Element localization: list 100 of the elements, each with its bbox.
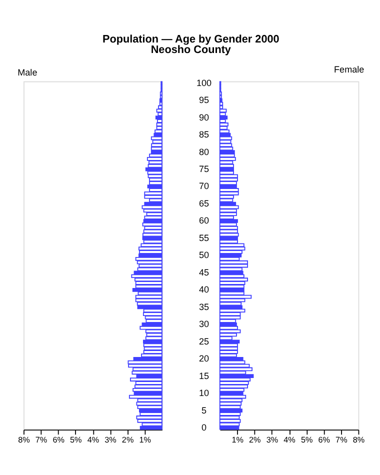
bar [137, 405, 162, 410]
bar [219, 326, 238, 330]
bar [145, 167, 162, 172]
bar [219, 226, 238, 230]
bar [140, 243, 162, 248]
bar [136, 416, 162, 420]
x-tick-label: 6% [318, 436, 330, 445]
y-tick-label: 60 [199, 216, 210, 226]
bar [219, 129, 230, 134]
bar [219, 250, 242, 254]
x-tick-label: 5% [300, 436, 313, 445]
bar [144, 216, 162, 220]
y-tick-label: 15 [199, 370, 210, 381]
x-tick-label: 1% [232, 436, 244, 445]
x-tick-label: 1% [139, 436, 151, 445]
bar [151, 143, 162, 148]
bar [148, 160, 162, 164]
y-tick-label: 0 [202, 422, 207, 433]
text: Neosho County [150, 44, 231, 56]
bar [131, 274, 162, 278]
bar [219, 191, 239, 196]
bar [149, 181, 162, 185]
bar [148, 164, 162, 168]
bar [144, 194, 162, 199]
bar [143, 343, 162, 347]
bar [219, 212, 237, 216]
y-tick-label: 25 [199, 336, 210, 346]
bar [219, 274, 244, 278]
bar [128, 364, 162, 368]
bar [219, 332, 237, 337]
bar [128, 394, 162, 399]
bar [146, 332, 162, 337]
text: Population — Age by Gender 2000 [102, 33, 280, 46]
x-tick-label: 3% [104, 436, 116, 445]
bar [134, 278, 162, 282]
bar [219, 364, 250, 368]
bar [143, 219, 162, 223]
bar [146, 212, 162, 216]
bar [150, 136, 162, 140]
bar [219, 388, 244, 392]
bar [219, 346, 238, 350]
y-tick-label: 85 [199, 130, 210, 140]
bar [132, 388, 162, 392]
bar [219, 150, 235, 154]
x-tick-label: 7% [336, 436, 348, 445]
bar [219, 146, 234, 151]
bar [219, 232, 239, 237]
bar [219, 412, 241, 416]
bar [138, 254, 162, 258]
y-tick-label: 10 [199, 388, 210, 398]
bar [134, 384, 162, 388]
x-tick-label: 7% [35, 436, 48, 445]
bar [219, 378, 251, 382]
bar [135, 298, 162, 302]
bar [219, 105, 224, 110]
bar [219, 98, 222, 102]
y-tick-label: 100 [196, 78, 212, 88]
bar [219, 178, 238, 182]
y-tick-label: 45 [199, 267, 210, 278]
bar [219, 202, 236, 206]
bar [219, 394, 246, 399]
bar [219, 408, 242, 412]
y-tick-label: 35 [199, 302, 210, 312]
bar [219, 381, 249, 385]
bar [142, 222, 162, 226]
y-tick-label: 40 [199, 284, 210, 295]
bar [219, 119, 226, 123]
bar [219, 188, 239, 192]
bar [158, 112, 162, 116]
bar [219, 170, 234, 175]
bar [219, 360, 246, 364]
bar [138, 264, 162, 268]
bar [219, 284, 244, 288]
bar [219, 329, 241, 334]
bar [219, 157, 236, 161]
bar [219, 278, 248, 282]
bar [219, 322, 237, 326]
bar [159, 98, 162, 102]
bar [219, 305, 242, 310]
bar [147, 184, 162, 188]
bar [219, 312, 241, 316]
y-tick-label: 80 [199, 146, 210, 157]
bar [219, 391, 244, 396]
y-tick-label: 95 [199, 95, 210, 106]
bar [140, 326, 162, 330]
bar [143, 208, 162, 213]
x-tick-label: 4% [284, 436, 296, 445]
bar [219, 246, 246, 250]
x-tick-label: 4% [87, 436, 100, 445]
y-tick-label: 30 [199, 319, 210, 330]
bar [135, 256, 162, 261]
bar [143, 350, 162, 354]
bar [219, 116, 228, 120]
y-tick-label: 55 [199, 232, 210, 243]
bar [138, 246, 162, 250]
bar [219, 288, 244, 292]
bar [156, 122, 162, 126]
bar [219, 132, 231, 137]
bar [219, 356, 244, 361]
y-tick-label: 5 [202, 405, 207, 416]
